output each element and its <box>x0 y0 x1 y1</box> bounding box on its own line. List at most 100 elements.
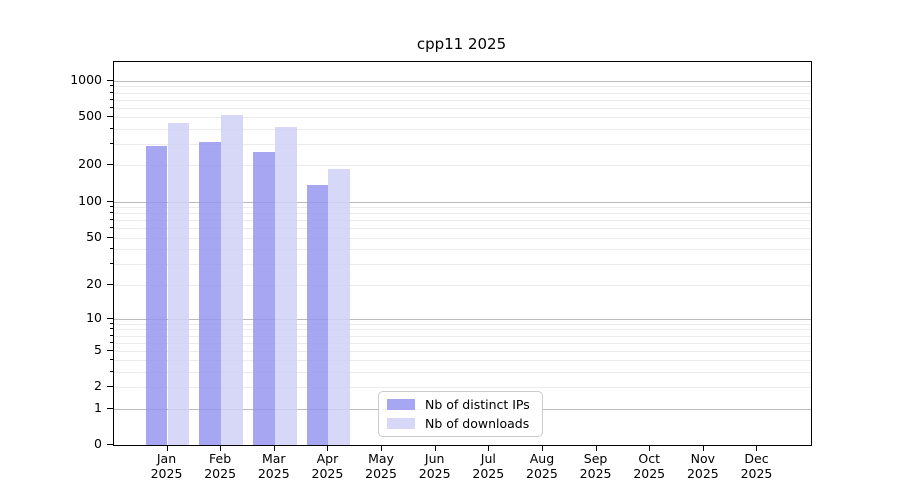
legend-row-distinct-ips: Nb of distinct IPs <box>387 397 534 413</box>
y-tick-minor <box>109 212 113 214</box>
legend-swatch-downloads <box>387 418 415 429</box>
y-tick-label: 500 <box>78 108 102 124</box>
bar-feb-nb-of-distinct-ips <box>199 142 222 445</box>
bar-apr-nb-of-distinct-ips <box>306 184 329 445</box>
y-gridline-minor <box>114 360 811 362</box>
y-tick-minor <box>109 85 113 87</box>
y-tick-minor <box>109 341 113 343</box>
y-tick-minor <box>109 219 113 221</box>
y-tick <box>107 200 113 202</box>
y-gridline-minor <box>114 92 811 94</box>
x-tick <box>541 445 543 452</box>
x-tick <box>756 445 758 452</box>
y-tick-label: 10 <box>86 309 102 325</box>
x-tick-label: Feb 2025 <box>204 451 237 481</box>
y-tick-label: 0 <box>94 436 102 452</box>
y-gridline-minor <box>114 284 811 286</box>
x-tick <box>273 445 275 452</box>
bar-jan-nb-of-distinct-ips <box>145 145 168 445</box>
x-tick <box>488 445 490 452</box>
y-tick <box>107 444 113 446</box>
x-tick-label: Jul 2025 <box>472 451 505 481</box>
y-gridline-major <box>114 80 811 82</box>
y-tick-minor <box>109 227 113 229</box>
y-tick-minor <box>109 359 113 361</box>
chart-title: cpp11 2025 <box>416 35 507 53</box>
y-gridline-minor <box>114 228 811 230</box>
y-tick-minor <box>109 322 113 324</box>
y-gridline-minor <box>114 237 811 239</box>
y-tick-label: 20 <box>86 275 102 291</box>
x-tick <box>220 445 222 452</box>
y-tick-label: 1000 <box>70 71 102 87</box>
y-gridline-minor <box>114 329 811 331</box>
y-gridline-minor <box>114 264 811 266</box>
y-tick-minor <box>109 98 113 100</box>
x-tick <box>381 445 383 452</box>
legend-swatch-distinct-ips <box>387 399 415 410</box>
x-tick-label: Aug 2025 <box>526 451 558 481</box>
legend-label-downloads: Nb of downloads <box>425 415 530 431</box>
y-tick-label: 100 <box>78 192 102 208</box>
x-tick-label: Nov 2025 <box>686 451 719 481</box>
x-tick-label: May 2025 <box>365 451 397 481</box>
bar-apr-nb-of-downloads <box>328 169 351 445</box>
x-tick <box>327 445 329 452</box>
y-tick-minor <box>109 334 113 336</box>
y-tick <box>107 407 113 409</box>
y-gridline-minor <box>114 99 811 101</box>
y-gridline-minor <box>114 220 811 222</box>
y-tick-minor <box>109 106 113 108</box>
y-tick-label: 50 <box>86 228 102 244</box>
y-tick-minor <box>109 128 113 130</box>
y-gridline-minor <box>114 323 811 325</box>
y-gridline-minor <box>114 372 811 374</box>
y-tick-minor <box>109 371 113 373</box>
y-tick-label: 2 <box>94 378 102 394</box>
y-tick-minor <box>109 283 113 285</box>
bar-jan-nb-of-downloads <box>167 122 190 445</box>
y-tick-minor <box>109 386 113 388</box>
y-gridline-minor <box>114 86 811 88</box>
y-tick-minor <box>109 349 113 351</box>
legend-row-downloads: Nb of downloads <box>387 416 534 432</box>
bar-mar-nb-of-distinct-ips <box>252 152 275 445</box>
y-gridline-minor <box>114 165 811 167</box>
y-tick-minor <box>109 91 113 93</box>
y-tick-minor <box>109 248 113 250</box>
x-tick-label: Oct 2025 <box>633 451 666 481</box>
y-gridline-minor <box>114 144 811 146</box>
x-tick <box>649 445 651 452</box>
x-tick-label: Sep 2025 <box>579 451 612 481</box>
y-gridline-minor <box>114 387 811 389</box>
y-gridline-minor <box>114 129 811 131</box>
x-tick-label: Dec 2025 <box>740 451 773 481</box>
x-tick <box>595 445 597 452</box>
y-gridline-minor <box>114 213 811 215</box>
y-tick-minor <box>109 206 113 208</box>
y-tick-minor <box>109 164 113 166</box>
x-tick <box>702 445 704 452</box>
y-gridline-minor <box>114 107 811 109</box>
y-tick <box>107 317 113 319</box>
x-tick-label: Jan 2025 <box>150 451 183 481</box>
y-tick-minor <box>109 236 113 238</box>
legend: Nb of distinct IPs Nb of downloads <box>378 391 543 437</box>
y-gridline-major <box>114 318 811 320</box>
bar-feb-nb-of-downloads <box>221 115 243 445</box>
y-tick-minor <box>109 143 113 145</box>
plot-area <box>113 61 812 446</box>
y-gridline-major <box>114 201 811 203</box>
y-tick <box>107 79 113 81</box>
y-gridline-minor <box>114 117 811 119</box>
y-tick-minor <box>109 116 113 118</box>
y-gridline-minor <box>114 249 811 251</box>
y-tick-label: 1 <box>94 399 102 415</box>
y-gridline-minor <box>114 335 811 337</box>
legend-label-distinct-ips: Nb of distinct IPs <box>425 396 530 412</box>
y-gridline-minor <box>114 342 811 344</box>
y-gridline-minor <box>114 207 811 209</box>
x-tick-label: Jun 2025 <box>418 451 451 481</box>
x-tick <box>434 445 436 452</box>
